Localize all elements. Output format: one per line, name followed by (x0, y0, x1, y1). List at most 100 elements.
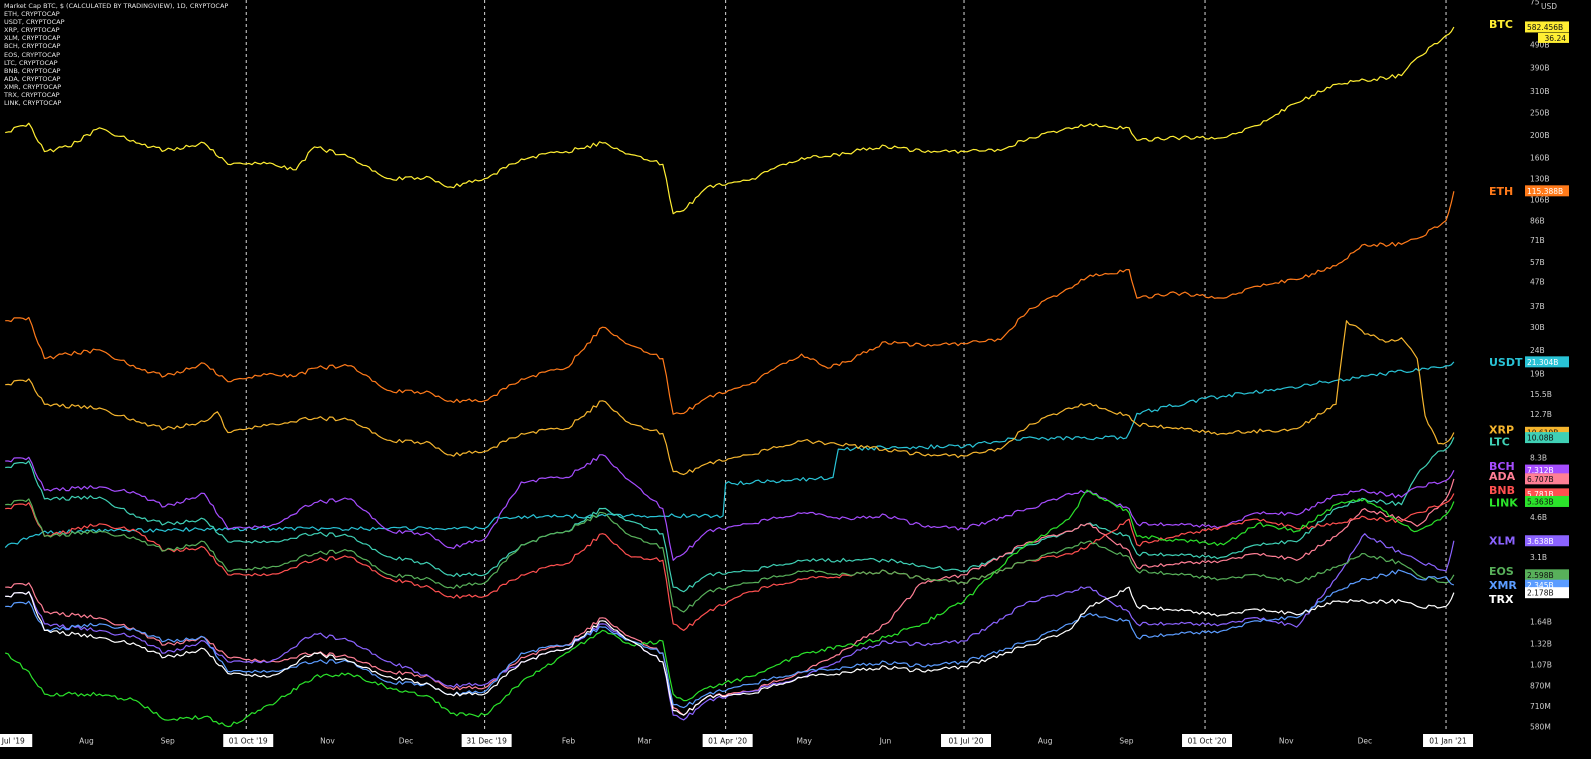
x-tick-label: 01 Jul '19 (0, 737, 25, 746)
time-axis: 01 Jul '19 Aug Sep 01 Oct '19 Nov Dec 31 Dec '… (0, 732, 1591, 759)
value-badge-text: 5.363B (1527, 497, 1554, 506)
legend-entry[interactable]: TRX, CRYPTOCAP (4, 91, 60, 100)
y-tick-label: 490B (1530, 40, 1549, 49)
y-tick-label: 390B (1530, 64, 1549, 73)
series-line-xrp[interactable] (5, 320, 1455, 476)
series-label-ada: ADA (1489, 470, 1516, 483)
legend-entry[interactable]: EOS, CRYPTOCAP (4, 50, 61, 59)
value-badge-text: 582.456B (1527, 23, 1563, 32)
value-badge-text: 5.781B (1527, 490, 1554, 499)
series-line-xmr[interactable] (5, 569, 1455, 709)
y-tick-label: 1.64B (1530, 617, 1552, 626)
legend-entry[interactable]: XMR, CRYPTOCAP (4, 82, 62, 91)
value-badge-text: 2.178B (1527, 589, 1554, 598)
value-badge (1525, 473, 1569, 485)
y-tick-label: 710M (1530, 702, 1551, 711)
value-badge-text: 115.388B (1527, 187, 1563, 196)
x-tick-label: Dec (399, 737, 414, 746)
series-label-bnb: BNB (1489, 484, 1515, 497)
legend-entry[interactable]: XRP, CRYPTOCAP (4, 26, 60, 35)
y-tick-label: 130B (1530, 175, 1549, 184)
x-tick-label: May (796, 737, 812, 746)
value-badge (1525, 535, 1569, 547)
legend-entry[interactable]: XLM, CRYPTOCAP (4, 34, 61, 43)
y-tick-label: 37B (1530, 302, 1545, 311)
legend-entry[interactable]: LTC, CRYPTOCAP (4, 58, 58, 67)
value-badge (1525, 464, 1569, 476)
series-line-bnb[interactable] (5, 493, 1455, 632)
series-label-trx: TRX (1489, 593, 1514, 606)
series-label-bch: BCH (1489, 460, 1515, 473)
series-label-eos: EOS (1489, 565, 1514, 578)
y-tick-label: 106B (1530, 195, 1549, 204)
y-tick-label: 86B (1530, 217, 1545, 226)
value-badge (1525, 356, 1569, 368)
series-label-ltc: LTC (1489, 435, 1510, 448)
series-layer (4, 26, 1455, 728)
x-tick-label: Sep (1119, 737, 1133, 746)
x-tick-label: 01 Apr '20 (708, 737, 747, 746)
y-tick-label: 12.7B (1530, 410, 1552, 419)
series-labels: BTC 582.456B 36.24 ETH 115.388B USDT 21.304B XR… (1489, 18, 1569, 606)
series-line-eth[interactable] (5, 191, 1455, 415)
series-line-bch[interactable] (5, 454, 1455, 561)
x-tick-box (1423, 734, 1474, 747)
x-tick-label: Feb (562, 737, 576, 746)
series-line-btc[interactable] (5, 26, 1455, 215)
legend-entry[interactable]: BCH, CRYPTOCAP (4, 42, 61, 51)
y-tick-label: 1.07B (1530, 661, 1552, 670)
value-badge (1525, 488, 1569, 500)
y-tick-label: 71B (1530, 236, 1545, 245)
value-badge (1525, 587, 1569, 599)
legend-entry[interactable]: ADA, CRYPTOCAP (4, 74, 61, 83)
y-tick-label: 160B (1530, 154, 1549, 163)
y-tick-label: 15.5B (1530, 390, 1552, 399)
y-tick-label: 24B (1530, 346, 1545, 355)
x-tick-label: Aug (79, 737, 94, 746)
legend-entry[interactable]: Market Cap BTC, $ (CALCULATED BY TRADING… (4, 2, 229, 10)
x-tick-box (461, 734, 512, 747)
y-tick-label: 19B (1530, 369, 1545, 378)
x-tick-label: Mar (637, 737, 652, 746)
x-tick-label: Nov (320, 737, 335, 746)
grid-layer (245, 0, 1447, 732)
axis-currency-label: USD (1541, 2, 1557, 11)
x-tick-label: 01 Jan '21 (1429, 737, 1467, 746)
value-badge-text: 2.345B (1527, 581, 1554, 590)
x-tick-box (0, 734, 33, 747)
y-tick-label: 3.1B (1530, 553, 1547, 562)
series-line-ada[interactable] (5, 478, 1455, 716)
value-badge-text: 2.598B (1527, 571, 1554, 580)
series-line-trx[interactable] (5, 586, 1455, 716)
y-tick-label: 47B (1530, 278, 1545, 287)
x-tick-box (1182, 734, 1233, 747)
legend-entry[interactable]: BNB, CRYPTOCAP (4, 66, 61, 75)
y-tick-label: 30B (1530, 323, 1545, 332)
x-tick-box (223, 734, 274, 747)
series-line-eos[interactable] (5, 498, 1455, 613)
value-badge (1525, 21, 1569, 33)
y-tick-label: 250B (1530, 109, 1549, 118)
legend-entry[interactable]: ETH, CRYPTOCAP (4, 10, 60, 19)
legend-entry[interactable]: USDT, CRYPTOCAP (4, 18, 65, 27)
x-tick-label: 01 Oct '19 (229, 737, 268, 746)
value-badge-text: 10.08B (1527, 434, 1554, 443)
series-label-xmr: XMR (1489, 579, 1517, 592)
x-tick-label: Sep (161, 737, 175, 746)
y-tick-label: 580M (1530, 723, 1551, 732)
y-tick-label: 4.6B (1530, 513, 1547, 522)
series-label-btc: BTC (1489, 18, 1513, 31)
y-tick-label: 8.3B (1530, 453, 1547, 462)
value-badge-text: 3.638B (1527, 537, 1554, 546)
value-badge (1525, 432, 1569, 444)
x-tick-label: 31 Dec '19 (466, 737, 507, 746)
value-badge-text: 21.304B (1527, 358, 1558, 367)
value-badge (1525, 579, 1569, 591)
series-line-ltc[interactable] (5, 437, 1455, 593)
series-line-link[interactable] (5, 489, 1455, 728)
x-tick-label: Jun (879, 737, 892, 746)
series-legend: Market Cap BTC, $ (CALCULATED BY TRADING… (4, 2, 228, 107)
legend-entry[interactable]: LINK, CRYPTOCAP (4, 99, 62, 108)
